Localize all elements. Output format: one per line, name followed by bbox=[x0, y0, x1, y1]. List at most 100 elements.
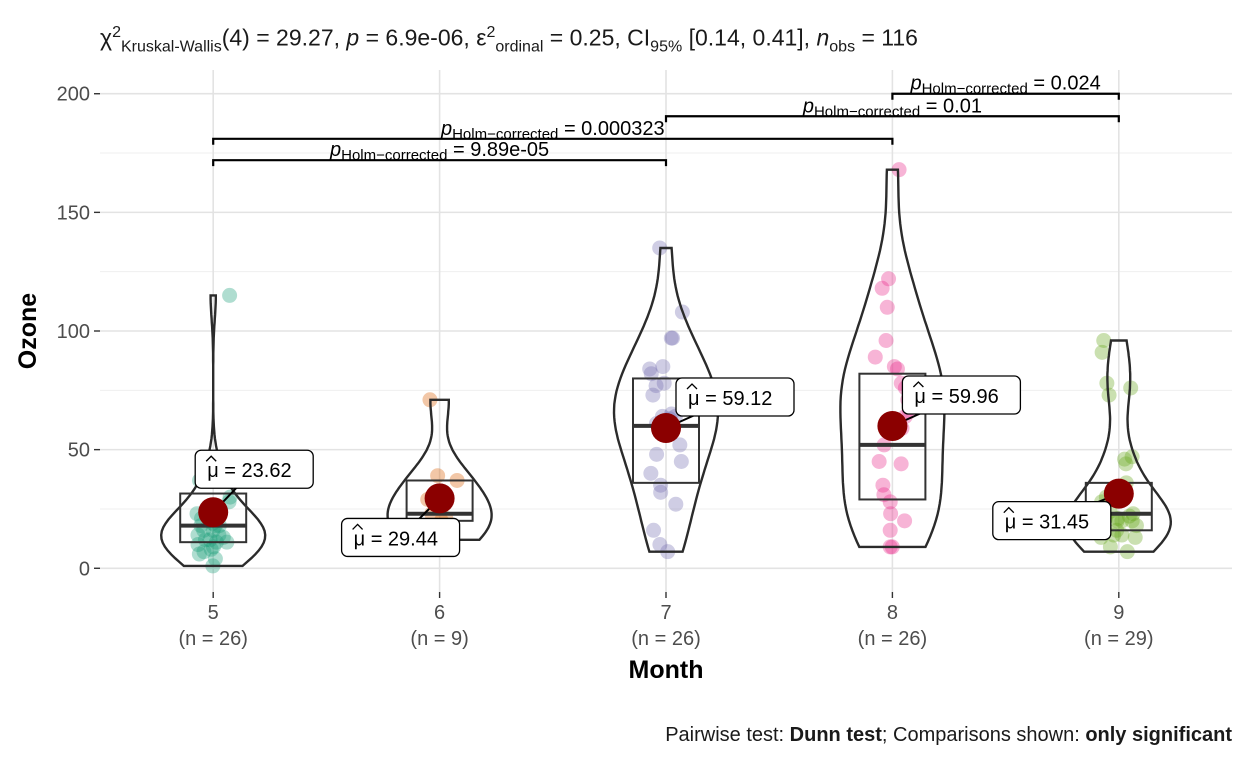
n-sub: obs bbox=[829, 38, 856, 56]
data-point-5-12 bbox=[211, 527, 227, 543]
mean-label-box-6 bbox=[340, 517, 461, 558]
data-point-9-26 bbox=[1094, 344, 1110, 360]
mean-value: = 31.45 bbox=[1022, 512, 1089, 534]
n-part: = 116 bbox=[855, 24, 918, 51]
group-month-9: μ = 31.45 bbox=[992, 332, 1173, 560]
mean-mu-symbol: μ bbox=[354, 528, 371, 550]
x-tick-label-2: 7 bbox=[660, 602, 671, 624]
mean-label-box-5 bbox=[194, 449, 314, 489]
mean-label-box-8 bbox=[901, 375, 1022, 415]
p-value-label-7-9: pHolm−corrected = 0.01 bbox=[802, 95, 982, 120]
data-point-5-9 bbox=[202, 532, 218, 548]
p-value-label-8-9: pHolm−corrected = 0.024 bbox=[909, 73, 1100, 98]
group-month-6: μ = 29.44 bbox=[340, 392, 493, 558]
bracket-5-8 bbox=[212, 137, 894, 145]
data-point-9-9 bbox=[1109, 513, 1125, 529]
data-point-8-8 bbox=[893, 456, 909, 472]
p-symbol: p bbox=[440, 118, 452, 140]
bracket-5-7 bbox=[212, 159, 668, 167]
ci-sub: 95% bbox=[650, 38, 683, 56]
ci-part: [0.14, 0.41], bbox=[682, 24, 817, 51]
p-value-label-5-8: pHolm−corrected = 0.000323 bbox=[440, 118, 665, 143]
data-point-5-2 bbox=[191, 546, 207, 562]
p-symbol: p bbox=[346, 24, 360, 51]
data-point-7-7 bbox=[673, 454, 689, 469]
violin-7 bbox=[612, 246, 720, 553]
data-point-5-1 bbox=[207, 551, 223, 567]
p-value: = 0.024 bbox=[1028, 73, 1101, 95]
data-point-8-2 bbox=[882, 522, 898, 538]
mean-point-5 bbox=[198, 497, 229, 528]
data-point-7-22 bbox=[665, 330, 681, 346]
data-point-8-18 bbox=[886, 359, 902, 375]
mean-label-box-7 bbox=[675, 377, 795, 417]
data-point-7-17 bbox=[648, 378, 664, 394]
box-8 bbox=[858, 372, 927, 501]
caption-middle: ; Comparisons shown: bbox=[881, 724, 1086, 746]
y-tick-label-2: 100 bbox=[57, 321, 90, 343]
x-n-label-4: (n = 29) bbox=[1084, 628, 1153, 650]
data-point-8-22 bbox=[874, 280, 890, 296]
box-7 bbox=[632, 377, 700, 484]
p-subscript: Holm−corrected bbox=[341, 147, 447, 164]
x-axis-label: Month bbox=[629, 656, 704, 684]
data-point-7-6 bbox=[643, 465, 659, 481]
data-point-7-21 bbox=[655, 359, 671, 375]
y-tick-label-4: 200 bbox=[57, 84, 90, 106]
chi-sub: Kruskal-Wallis bbox=[120, 38, 222, 56]
data-point-5-10 bbox=[197, 532, 213, 548]
mean-point-8 bbox=[877, 411, 908, 442]
mean-hat-5 bbox=[205, 455, 217, 462]
mean-mu-symbol: μ bbox=[207, 460, 224, 482]
y-tick-label-0: 0 bbox=[79, 558, 90, 580]
data-point-7-23 bbox=[663, 330, 679, 346]
data-point-7-4 bbox=[653, 484, 669, 500]
caption-shown: only significant bbox=[1085, 724, 1232, 746]
x-n-label-0: (n = 26) bbox=[178, 628, 247, 650]
chart-title: χ2Kruskal-Wallis(4) = 29.27, p = 6.9e-06… bbox=[100, 24, 918, 56]
mean-point-9 bbox=[1103, 478, 1134, 509]
group-month-8: μ = 59.96 bbox=[839, 162, 1022, 555]
data-point-7-8 bbox=[649, 446, 665, 462]
p-value: = 9.89e-05 bbox=[447, 139, 549, 161]
data-point-9-11 bbox=[1114, 513, 1130, 529]
data-point-7-2 bbox=[646, 522, 662, 538]
mean-hat-7 bbox=[686, 383, 698, 390]
p-value-label-5-7: pHolm−corrected = 9.89e-05 bbox=[329, 139, 549, 164]
data-point-5-3 bbox=[196, 544, 212, 560]
mean-value: = 59.12 bbox=[705, 388, 772, 410]
data-point-5-13 bbox=[190, 527, 206, 543]
chi-sup: 2 bbox=[112, 24, 121, 41]
x-n-label-2: (n = 26) bbox=[631, 628, 700, 650]
mean-value: = 59.96 bbox=[931, 386, 998, 408]
comparison-5-8: pHolm−corrected = 0.000323 bbox=[212, 118, 894, 145]
mean-label-6: μ = 29.44 bbox=[354, 528, 438, 550]
y-axis-label: Ozone bbox=[14, 293, 42, 369]
y-tick-label-1: 50 bbox=[68, 440, 90, 462]
p-subscript: Holm−corrected bbox=[922, 81, 1028, 98]
mean-label-8: μ = 59.96 bbox=[914, 386, 998, 408]
mean-hat-9 bbox=[1003, 506, 1015, 514]
p-value: = 0.000323 bbox=[558, 118, 664, 140]
data-point-5-6 bbox=[190, 537, 206, 553]
p-symbol: p bbox=[909, 73, 921, 95]
caption-prefix: Pairwise test: bbox=[665, 724, 790, 746]
p-symbol: p bbox=[329, 139, 341, 161]
comparison-8-9: pHolm−corrected = 0.024 bbox=[891, 73, 1120, 100]
data-point-8-23 bbox=[881, 271, 897, 287]
group-month-7: μ = 59.12 bbox=[612, 240, 795, 560]
mean-label-box-9 bbox=[992, 501, 1112, 541]
caption-test: Dunn test bbox=[789, 724, 882, 746]
x-tick-label-0: 5 bbox=[208, 602, 219, 624]
violin-6 bbox=[386, 398, 493, 541]
df-part: (4) = 29.27, bbox=[221, 24, 347, 51]
mean-label-9: μ = 31.45 bbox=[1005, 512, 1089, 534]
mean-mu-symbol: μ bbox=[914, 386, 931, 408]
n-symbol: n bbox=[816, 24, 830, 51]
mean-value: = 29.44 bbox=[371, 528, 438, 550]
data-point-7-3 bbox=[668, 496, 684, 512]
data-point-5-4 bbox=[203, 541, 219, 557]
epsilon-sup: 2 bbox=[486, 24, 496, 41]
p-subscript: Holm−corrected bbox=[814, 103, 920, 120]
